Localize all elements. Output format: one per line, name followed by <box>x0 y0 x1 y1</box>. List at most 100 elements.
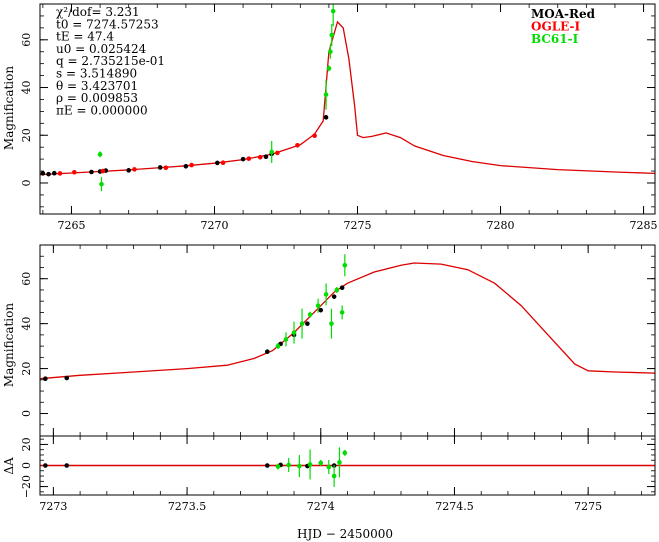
legend-entry: BC61-I <box>531 32 579 46</box>
data-point <box>330 8 336 14</box>
data-point <box>342 450 348 456</box>
data-point <box>100 168 106 174</box>
fit-parameter: θ = 3.423701 <box>56 79 138 93</box>
data-point <box>40 171 46 176</box>
x-axis-label: HJD − 2450000 <box>297 527 393 541</box>
fit-parameter: πE = 0.000000 <box>56 103 148 117</box>
data-point <box>334 287 340 293</box>
data-point <box>337 460 342 465</box>
series-bc61-i <box>275 254 348 350</box>
data-point <box>275 464 281 469</box>
data-point <box>326 464 332 470</box>
data-point <box>291 330 297 335</box>
data-point <box>318 460 324 466</box>
data-point <box>189 162 194 168</box>
data-point <box>126 168 131 173</box>
x-tick-label: 7275 <box>574 500 602 513</box>
y-tick-label: −20 <box>20 475 33 498</box>
x-tick-label: 7273 <box>39 500 67 513</box>
data-point <box>323 292 329 297</box>
data-point <box>240 156 246 162</box>
data-point <box>52 170 57 176</box>
fit-parameter: tE = 47.4 <box>56 30 114 44</box>
data-point <box>64 375 70 381</box>
y-tick-label: 60 <box>20 272 33 286</box>
data-point <box>342 262 348 268</box>
model-curve <box>40 262 655 380</box>
data-point <box>299 321 305 326</box>
data-point <box>163 165 169 171</box>
plot-area <box>40 4 655 192</box>
zoom-panel: 0 20 40 60 <box>20 244 656 437</box>
y-tick-label: 60 <box>20 33 33 47</box>
zoom-y-axis-label: Magnification <box>2 303 16 387</box>
data-point <box>72 169 77 175</box>
data-point <box>97 152 103 157</box>
data-point <box>157 165 163 170</box>
data-point <box>329 321 334 326</box>
y-tick-label: 20 <box>20 128 33 142</box>
data-point <box>263 154 269 160</box>
data-point <box>269 149 274 155</box>
legend-entry: MOA-Red <box>531 7 596 21</box>
residual-y-axis-label: ΔA <box>2 457 16 475</box>
series-moa-red <box>43 462 337 469</box>
series-moa-red <box>40 115 329 177</box>
data-point <box>329 32 335 38</box>
x-tick-label: 7280 <box>487 219 515 232</box>
data-point <box>339 285 345 290</box>
x-tick-label: 7270 <box>200 219 228 232</box>
y-tick-label: 40 <box>20 81 33 95</box>
fit-parameter: ρ = 0.009853 <box>56 91 138 105</box>
data-point <box>64 463 70 468</box>
data-point <box>183 163 189 169</box>
y-tick-label: 0 <box>20 410 33 417</box>
data-point <box>43 463 48 468</box>
data-point <box>295 142 300 148</box>
data-point <box>89 169 94 175</box>
data-point <box>57 171 63 176</box>
data-point <box>331 473 337 479</box>
top-panel: 7265 7270 7275 7280 7285 0 20 40 60 χ²/dof= 3.231… <box>20 3 658 232</box>
y-tick-label: 0 <box>20 179 33 186</box>
y-tick-label: 40 <box>20 317 33 331</box>
data-point <box>323 115 329 120</box>
y-tick-label: 20 <box>20 362 33 376</box>
data-point <box>43 376 48 382</box>
panel-frame <box>39 3 656 215</box>
series-ogle-i <box>57 133 317 176</box>
panel-frame <box>39 435 656 496</box>
data-point <box>46 171 51 177</box>
data-point <box>286 462 291 468</box>
data-point <box>275 150 280 156</box>
data-point <box>264 349 270 355</box>
data-point <box>323 92 329 97</box>
data-point <box>215 160 220 166</box>
data-point <box>326 66 332 71</box>
data-point <box>283 337 289 342</box>
data-point <box>328 49 333 55</box>
fit-parameter: q = 2.735215e-01 <box>56 54 165 68</box>
data-point <box>220 160 226 165</box>
fit-parameter: s = 3.514890 <box>56 67 137 81</box>
data-point <box>297 463 302 469</box>
data-point <box>307 312 313 317</box>
fit-parameter: t0 = 7274.57253 <box>56 17 159 31</box>
x-tick-label: 7265 <box>57 219 85 232</box>
x-tick-label: 7274 <box>307 500 335 513</box>
data-point <box>264 463 270 468</box>
data-point <box>99 181 104 187</box>
x-tick-label: 7285 <box>630 219 658 232</box>
x-tick-label: 7273.5 <box>168 500 207 513</box>
x-tick-label: 7275 <box>344 219 372 232</box>
model-curve <box>40 20 655 176</box>
plot-area <box>40 254 655 382</box>
series-bc61-i <box>275 447 348 488</box>
plot-area <box>40 447 655 488</box>
data-point <box>275 343 281 349</box>
series-bc61-i <box>97 4 336 192</box>
data-point <box>312 133 317 139</box>
data-point <box>305 321 310 326</box>
residual-panel: 7273 7273.5 7274 7274.5 7275 −20 0 20 <box>20 435 656 513</box>
data-point <box>331 294 337 299</box>
